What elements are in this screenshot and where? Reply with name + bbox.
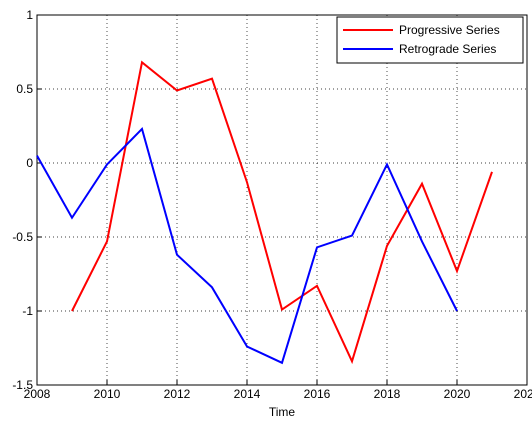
y-tick-label: -1.5 bbox=[12, 378, 33, 392]
legend-label: Retrograde Series bbox=[399, 42, 496, 56]
x-tick-label: 2008 bbox=[24, 387, 51, 401]
x-tick-label: 2016 bbox=[304, 387, 331, 401]
y-tick-label: -1 bbox=[22, 304, 33, 318]
x-tick-label: 2014 bbox=[234, 387, 261, 401]
plot-area bbox=[37, 15, 527, 385]
axes-frame bbox=[36, 14, 528, 386]
y-tick-label: 0 bbox=[26, 156, 33, 170]
y-tick-label: 0.5 bbox=[16, 82, 33, 96]
y-tick-label: -0.5 bbox=[12, 230, 33, 244]
y-tick-label: 1 bbox=[26, 8, 33, 22]
legend-box bbox=[336, 16, 524, 64]
x-tick-label: 2020 bbox=[444, 387, 471, 401]
x-tick-label: 2018 bbox=[374, 387, 401, 401]
x-tick-label: 2022 bbox=[514, 387, 532, 401]
x-axis-label: Time bbox=[269, 405, 296, 419]
series-line bbox=[71, 60, 493, 365]
x-tick-label: 2010 bbox=[94, 387, 121, 401]
x-tick-label: 2012 bbox=[164, 387, 191, 401]
series-line bbox=[36, 127, 458, 365]
legend-label: Progressive Series bbox=[399, 23, 500, 37]
